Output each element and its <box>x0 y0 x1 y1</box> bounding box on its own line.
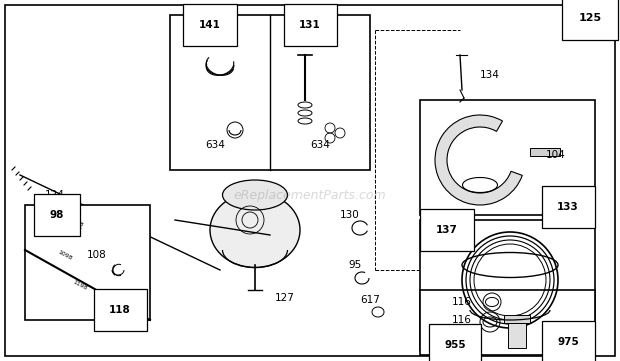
Text: 617: 617 <box>360 295 380 305</box>
Bar <box>420 220 595 350</box>
Text: 131: 131 <box>299 20 321 30</box>
Bar <box>420 290 595 355</box>
Text: 127: 127 <box>275 293 295 303</box>
Bar <box>420 100 595 215</box>
Bar <box>504 315 530 323</box>
Text: 1098: 1098 <box>57 249 73 261</box>
Text: 137: 137 <box>436 225 458 235</box>
Ellipse shape <box>210 192 300 268</box>
Bar <box>25 205 150 320</box>
Text: 634: 634 <box>310 140 330 150</box>
Text: eReplacementParts.com: eReplacementParts.com <box>234 188 386 201</box>
Text: 116: 116 <box>452 315 472 325</box>
Ellipse shape <box>223 180 288 210</box>
Text: 133: 133 <box>557 202 579 212</box>
Bar <box>170 15 370 170</box>
Text: 141: 141 <box>199 20 221 30</box>
Text: 134: 134 <box>480 70 500 80</box>
Text: 98: 98 <box>50 210 64 220</box>
Bar <box>508 320 526 348</box>
Text: 124: 124 <box>45 190 65 200</box>
Text: 975: 975 <box>557 337 579 347</box>
Text: 108: 108 <box>87 250 107 260</box>
Text: 130: 130 <box>340 210 360 220</box>
Text: 118: 118 <box>109 305 131 315</box>
Text: 634: 634 <box>205 140 225 150</box>
Text: 1198: 1198 <box>72 279 88 291</box>
Wedge shape <box>435 115 522 205</box>
Text: 125: 125 <box>578 13 601 23</box>
Text: 955: 955 <box>444 340 466 350</box>
Bar <box>530 148 560 156</box>
Text: 95: 95 <box>348 260 361 270</box>
Text: 104: 104 <box>546 150 566 160</box>
Text: 116: 116 <box>452 297 472 307</box>
Text: 1098
1198: 1098 1198 <box>66 217 84 234</box>
Bar <box>420 285 595 350</box>
